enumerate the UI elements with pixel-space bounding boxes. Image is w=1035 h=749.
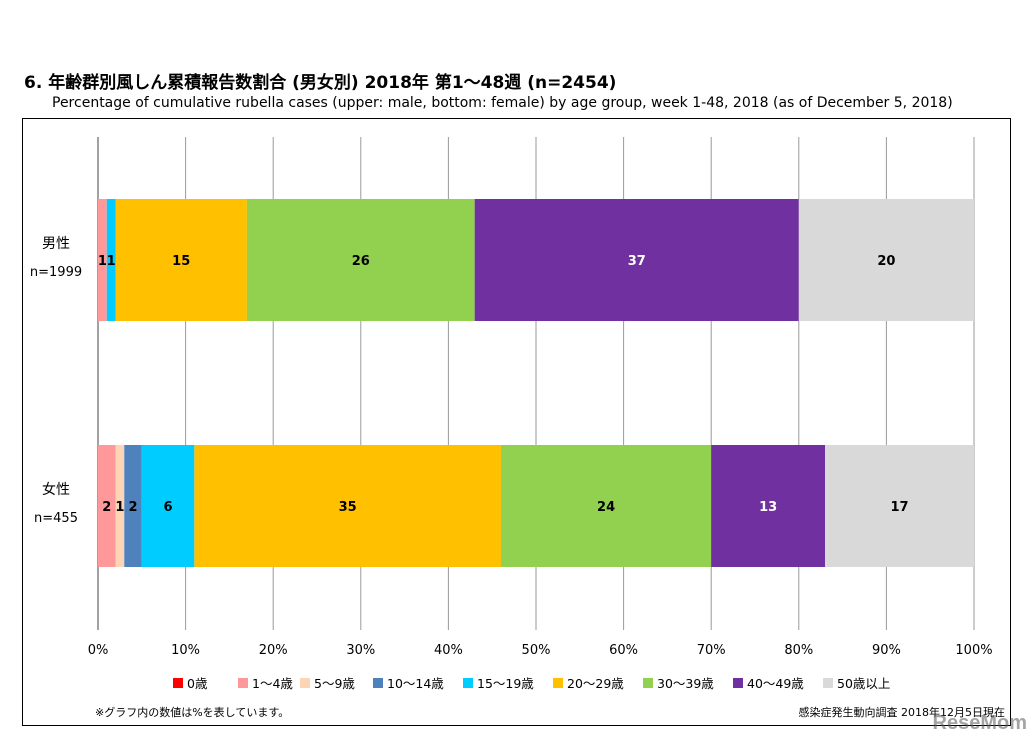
data-label: 13 [759,500,777,515]
bar-segment [106,199,116,321]
data-label: 35 [339,500,357,515]
legend-label: 5～9歳 [314,676,355,691]
bar-segment [115,445,125,567]
legend-label: 10～14歳 [387,676,444,691]
category-label: 男性 [42,236,70,252]
x-tick-label: 100% [955,643,992,658]
legend-label: 0歳 [187,676,208,691]
data-label: 26 [352,254,370,269]
legend-swatch [463,678,473,688]
bar-segment [825,445,974,567]
bar-segment [98,445,116,567]
legend-swatch [300,678,310,688]
x-tick-label: 10% [171,643,200,658]
x-tick-label: 50% [522,643,551,658]
x-tick-label: 70% [697,643,726,658]
data-label: 37 [628,254,646,269]
bar-segment [798,199,974,321]
data-label: 2 [129,500,138,515]
bar-segment [246,199,475,321]
data-label: 24 [597,500,615,515]
x-tick-label: 0% [88,643,109,658]
x-tick-label: 60% [609,643,638,658]
x-tick-label: 40% [434,643,463,658]
legend-swatch [643,678,653,688]
data-label: 2 [102,500,111,515]
legend-swatch [733,678,743,688]
bar-segment [474,199,799,321]
data-label: 6 [164,500,173,515]
legend-swatch [238,678,248,688]
bar-segment [500,445,712,567]
x-tick-label: 80% [784,643,813,658]
chart-subtitle: Percentage of cumulative rubella cases (… [52,95,953,111]
data-label: 20 [877,254,895,269]
watermark-logo: ReseMom [932,712,1027,734]
data-label: 1 [115,500,124,515]
legend-swatch [373,678,383,688]
legend-swatch [553,678,563,688]
legend-label: 1～4歳 [252,676,293,691]
legend-label: 30～39歳 [657,676,714,691]
legend-swatch [823,678,833,688]
chart-frame [22,118,1011,726]
data-label: 1 [98,254,107,269]
source-note: 感染症発生動向調査 2018年12月5日現在 [798,706,1006,719]
legend-label: 40～49歳 [747,676,804,691]
bar-segment [115,199,247,321]
category-n-label: n=1999 [30,265,82,280]
legend-swatch [173,678,183,688]
legend-label: 50歳以上 [837,676,890,691]
footnote: ※グラフ内の数値は%を表しています。 [95,706,290,719]
x-tick-label: 30% [346,643,375,658]
bar-segment [194,445,501,567]
legend-label: 20～29歳 [567,676,624,691]
bar-segment [98,199,107,321]
chart-title: 6. 年齢群別風しん累積報告数割合 (男女別) 2018年 第1～48週 (n=… [24,73,617,93]
x-tick-label: 90% [872,643,901,658]
category-n-label: n=455 [34,511,78,526]
data-label: 17 [890,500,908,515]
data-label: 1 [107,254,116,269]
bar-segment [124,445,142,567]
bar-segment [711,445,826,567]
x-tick-label: 20% [259,643,288,658]
bar-segment [141,445,195,567]
legend-label: 15～19歳 [477,676,534,691]
data-label: 15 [172,254,190,269]
category-label: 女性 [42,481,70,498]
